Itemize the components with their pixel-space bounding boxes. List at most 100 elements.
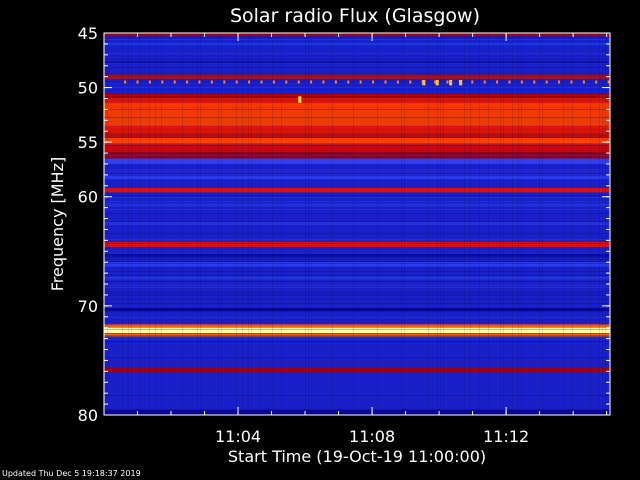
noise-column (590, 33, 591, 415)
emission-band (104, 241, 610, 247)
noise-column (599, 33, 600, 415)
noise-column (281, 33, 282, 415)
emission-band (104, 133, 610, 140)
noise-column (518, 33, 519, 415)
chart-title: Solar radio Flux (Glasgow) (230, 5, 480, 27)
emission-band (104, 262, 610, 267)
noise-column (503, 33, 504, 415)
noise-line (104, 257, 610, 258)
noise-column (470, 33, 471, 415)
noise-line (104, 143, 610, 144)
interference-dot (198, 80, 201, 84)
noise-column (107, 33, 108, 415)
interference-dot (136, 80, 139, 84)
noise-line (104, 73, 610, 74)
interference-dot (235, 80, 238, 84)
interference-dot (334, 80, 337, 84)
noise-line (104, 137, 610, 138)
interference-dot (409, 80, 412, 84)
interference-dot (533, 80, 536, 84)
noise-line (104, 53, 610, 54)
noise-line (104, 145, 610, 146)
updated-timestamp: Updated Thu Dec 5 19:18:37 2019 (2, 469, 141, 478)
noise-line (104, 209, 610, 210)
noise-column (308, 33, 309, 415)
noise-line (104, 155, 610, 156)
interference-dot (210, 80, 213, 84)
y-tick-label: 70 (78, 297, 98, 316)
noise-line (104, 127, 610, 128)
noise-line (104, 299, 610, 300)
emission-band (104, 102, 610, 126)
noise-column (440, 33, 441, 415)
interference-dot (173, 80, 176, 84)
noise-column (260, 33, 261, 415)
emission-band (104, 253, 610, 257)
x-axis-label: Start Time (19-Oct-19 11:00:00) (228, 447, 486, 466)
noise-line (104, 285, 610, 286)
noise-line (104, 221, 610, 222)
noise-line (104, 277, 610, 278)
noise-line (104, 337, 610, 338)
noise-line (104, 95, 610, 96)
noise-line (104, 293, 610, 294)
noise-line (104, 139, 610, 140)
interference-dot (322, 80, 325, 84)
noise-column (401, 33, 402, 415)
interference-dot (272, 80, 275, 84)
noise-line (104, 239, 610, 240)
noise-line (104, 213, 610, 214)
noise-column (182, 33, 183, 415)
noise-column (140, 33, 141, 415)
noise-line (104, 233, 610, 234)
emission-band (104, 74, 610, 79)
y-tick-label: 55 (78, 133, 98, 152)
emission-band (104, 151, 610, 159)
interference-dot (310, 80, 313, 84)
noise-line (104, 263, 610, 264)
noise-line (104, 45, 610, 46)
interference-dot (223, 80, 226, 84)
noise-line (104, 291, 610, 292)
noise-line (104, 261, 610, 262)
y-axis-label: Frequency [MHz] (48, 157, 67, 291)
noise-line (104, 75, 610, 76)
noise-column (521, 33, 522, 415)
interference-dot (248, 80, 251, 84)
noise-line (104, 341, 610, 342)
noise-column (605, 33, 606, 415)
noise-column (200, 33, 201, 415)
interference-dot (607, 80, 610, 84)
emission-band (104, 366, 610, 373)
interference-dot (446, 80, 449, 84)
noise-line (104, 201, 610, 202)
interference-dot (347, 80, 350, 84)
noise-line (104, 357, 610, 358)
interference-dot (297, 80, 300, 84)
noise-line (104, 281, 610, 282)
emission-band (104, 93, 610, 98)
noise-line (104, 317, 610, 318)
radio-burst (422, 79, 426, 86)
emission-band (104, 42, 610, 47)
noise-column (197, 33, 198, 415)
interference-dot (582, 80, 585, 84)
noise-line (104, 169, 610, 170)
noise-line (104, 335, 610, 336)
noise-line (104, 81, 610, 82)
y-tick-label: 80 (78, 406, 98, 425)
noise-line (104, 303, 610, 304)
emission-band (104, 137, 610, 145)
noise-column (161, 33, 162, 415)
noise-column (311, 33, 312, 415)
noise-column (488, 33, 489, 415)
x-tick-label: 11:04 (215, 427, 261, 446)
x-tick-label: 11:08 (349, 427, 395, 446)
interference-dot (186, 80, 189, 84)
noise-line (104, 37, 610, 38)
y-tick-label: 50 (78, 79, 98, 98)
interference-dot (124, 80, 127, 84)
noise-line (104, 329, 610, 330)
noise-column (602, 33, 603, 415)
